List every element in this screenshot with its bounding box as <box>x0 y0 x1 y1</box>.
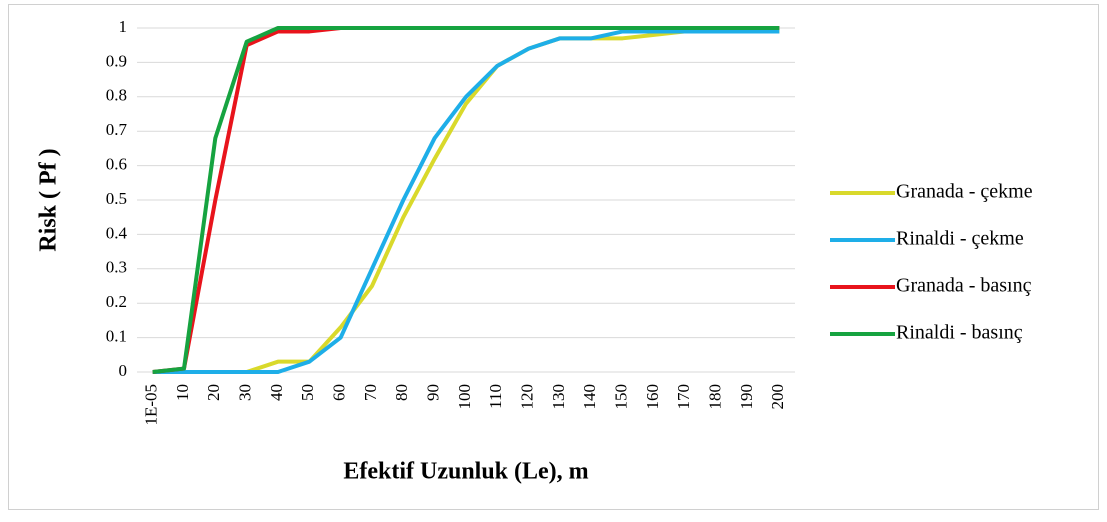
x-tick-label: 70 <box>361 384 380 401</box>
series-line <box>152 29 780 374</box>
x-tick-label: 30 <box>236 384 255 401</box>
y-tick-label: 0.4 <box>106 223 128 242</box>
x-tick-label: 60 <box>330 384 349 401</box>
legend-label: Rinaldi - basınç <box>896 322 1023 344</box>
y-tick-label: 0.2 <box>106 292 127 311</box>
chart-border <box>8 4 1099 510</box>
y-tick-label: 0.1 <box>106 327 127 346</box>
legend-label: Granada - basınç <box>896 275 1032 297</box>
x-tick-label: 170 <box>674 384 693 410</box>
x-tick-label: 110 <box>486 384 505 409</box>
x-tick-label: 200 <box>768 384 787 410</box>
x-tick-label: 190 <box>737 384 756 410</box>
x-tick-label: 80 <box>392 384 411 401</box>
x-tick-label: 10 <box>173 384 192 401</box>
x-tick-label: 180 <box>706 384 725 410</box>
y-tick-label: 0 <box>119 361 128 380</box>
x-tick-label: 160 <box>643 384 662 410</box>
x-tick-label: 50 <box>298 384 317 401</box>
x-tick-label: 20 <box>204 384 223 401</box>
x-tick-label: 40 <box>267 384 286 401</box>
x-axis-title: Efektif Uzunluk (Le), m <box>343 459 588 485</box>
legend-label: Rinaldi - çekme <box>896 228 1024 250</box>
y-tick-label: 0.9 <box>106 51 127 70</box>
y-tick-label: 0.6 <box>106 155 127 174</box>
x-tick-label: 150 <box>612 384 631 410</box>
y-tick-label: 0.7 <box>106 120 128 139</box>
x-tick-label: 140 <box>580 384 599 410</box>
x-tick-label: 130 <box>549 384 568 410</box>
x-tick-label: 90 <box>424 384 443 401</box>
x-tick-label: 1E-05 <box>142 384 161 426</box>
x-tick-label: 100 <box>455 384 474 410</box>
y-tick-label: 0.5 <box>106 189 127 208</box>
y-tick-label: 0.8 <box>106 86 127 105</box>
legend-label: Granada - çekme <box>896 181 1033 203</box>
series-line <box>152 26 780 374</box>
x-tick-label: 120 <box>518 384 537 410</box>
y-tick-label: 1 <box>119 17 128 36</box>
y-tick-label: 0.3 <box>106 258 127 277</box>
y-axis-title: Risk ( Pf ) <box>36 148 62 251</box>
